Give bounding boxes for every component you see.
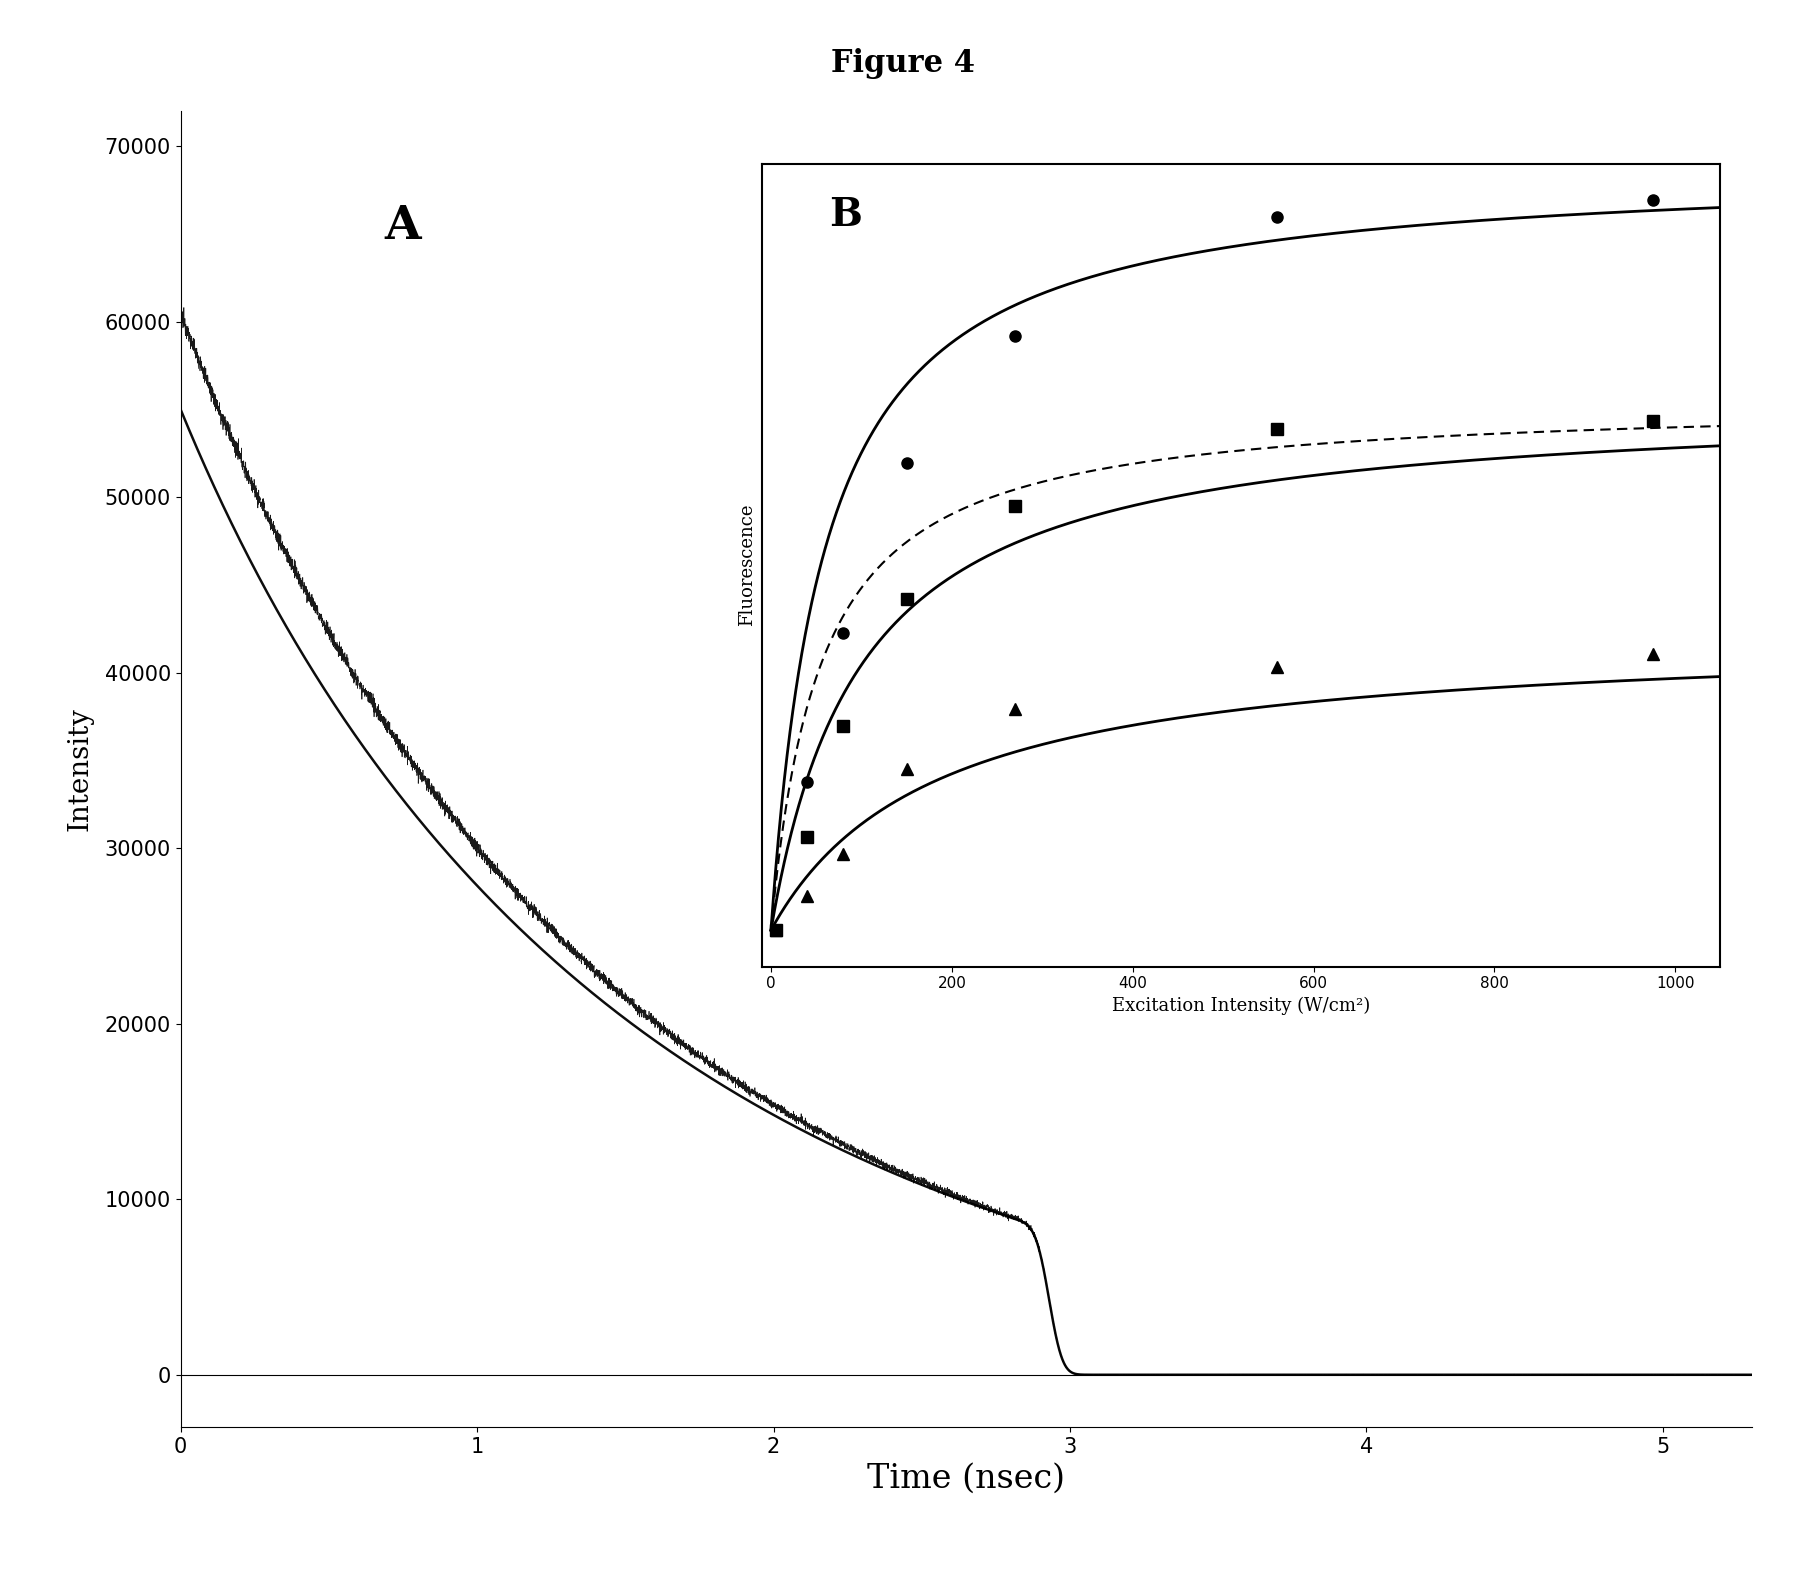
Text: A: A bbox=[384, 203, 421, 249]
Text: Figure 4: Figure 4 bbox=[830, 48, 975, 79]
X-axis label: Time (nsec): Time (nsec) bbox=[866, 1462, 1065, 1494]
Y-axis label: Intensity: Intensity bbox=[67, 707, 94, 831]
